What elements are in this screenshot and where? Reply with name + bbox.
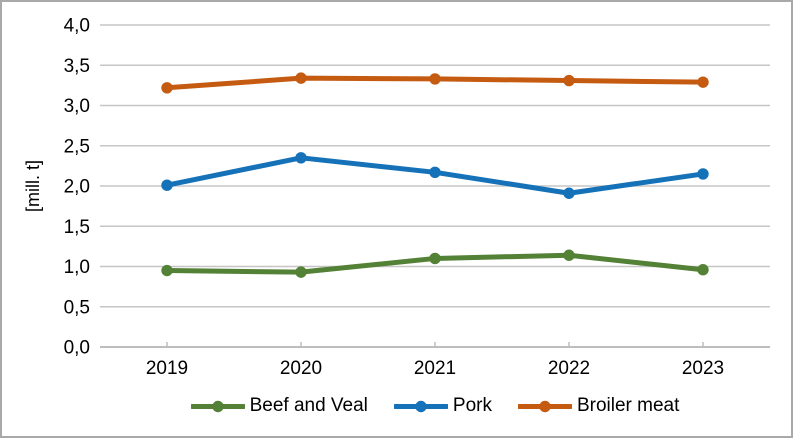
legend-item-beef-and-veal: Beef and Veal (190, 395, 368, 417)
legend-label: Broiler meat (576, 395, 680, 416)
legend-line-marker-icon (190, 400, 245, 412)
y-tick-label: 0,0 (64, 338, 90, 359)
legend-item-broiler-meat: Broiler meat (517, 395, 680, 417)
data-point-beef-and-veal-2022 (563, 249, 575, 261)
data-point-pork-2020 (295, 152, 307, 164)
y-tick-label: 2,5 (64, 136, 90, 157)
data-point-broiler-meat-2021 (429, 73, 441, 85)
y-tick-label: 4,0 (64, 16, 90, 37)
data-point-broiler-meat-2023 (697, 76, 709, 88)
x-tick-label: 2023 (682, 358, 724, 379)
data-point-pork-2021 (429, 166, 441, 179)
legend-item-pork: Pork (393, 395, 492, 417)
y-tick-label: 1,5 (64, 217, 90, 238)
data-point-broiler-meat-2020 (295, 72, 307, 84)
data-point-broiler-meat-2022 (563, 74, 575, 87)
data-point-beef-and-veal-2023 (697, 264, 709, 276)
data-point-beef-and-veal-2019 (161, 264, 173, 277)
data-point-broiler-meat-2019 (161, 82, 173, 94)
y-tick-label: 2,0 (64, 177, 90, 198)
data-point-pork-2022 (563, 187, 575, 199)
data-point-pork-2019 (161, 179, 173, 191)
legend-label: Beef and Veal (249, 395, 368, 416)
y-tick-label: 0,5 (64, 297, 90, 318)
x-tick-label: 2019 (146, 358, 188, 379)
y-tick-label: 3,5 (64, 56, 90, 77)
x-tick-label: 2022 (548, 358, 590, 379)
legend-line-marker-icon (517, 400, 572, 412)
x-tick-label: 2021 (414, 358, 456, 379)
legend: Beef and Veal Pork Broiler meat (98, 395, 772, 417)
legend-label: Pork (452, 395, 492, 416)
y-tick-label: 1,0 (64, 257, 90, 278)
y-tick-label: 3,0 (64, 96, 90, 117)
data-point-beef-and-veal-2021 (429, 252, 441, 265)
data-point-pork-2023 (697, 168, 709, 180)
x-tick-label: 2020 (280, 358, 322, 379)
data-point-beef-and-veal-2020 (295, 266, 307, 278)
legend-line-marker-icon (393, 400, 448, 412)
